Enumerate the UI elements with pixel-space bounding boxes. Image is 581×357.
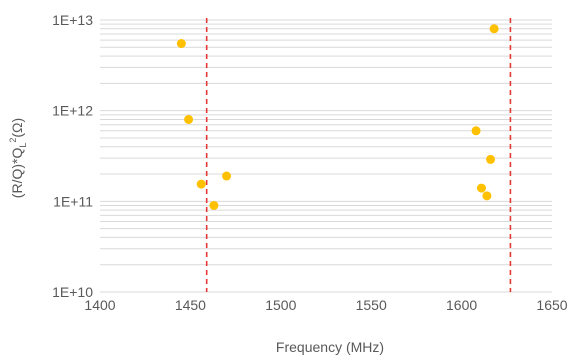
x-tick-label: 1400 [84, 297, 115, 313]
data-point [209, 200, 219, 210]
y-tick-label: 1E+13 [52, 12, 93, 28]
data-point [489, 24, 499, 34]
x-tick-label: 1500 [265, 297, 296, 313]
data-point [222, 171, 232, 181]
y-axis-title-superscript: 2 [8, 138, 18, 143]
y-axis-title-prefix: (R/Q)*Q [9, 148, 25, 199]
y-axis-title-suffix: (Ω) [9, 118, 25, 138]
x-tick-label: 1450 [175, 297, 206, 313]
data-point [184, 114, 194, 124]
grid [100, 19, 552, 293]
y-axis-tick-labels: 1E+10 1E+11 1E+12 1E+13 [52, 12, 93, 300]
y-tick-label: 1E+10 [52, 284, 93, 300]
data-point [476, 183, 486, 193]
x-axis-tick-labels: 1400 1450 1500 1550 1600 1650 [84, 297, 567, 313]
x-tick-label: 1650 [536, 297, 567, 313]
data-points [176, 24, 499, 210]
data-point [486, 154, 496, 164]
reference-lines [205, 18, 512, 292]
data-point [471, 126, 481, 136]
y-tick-label: 1E+11 [53, 193, 93, 209]
x-tick-label: 1550 [356, 297, 387, 313]
data-point [482, 191, 492, 201]
data-point [176, 39, 186, 49]
y-axis-title-subscript: L [18, 143, 28, 148]
y-axis-title: (R/Q)*QL2(Ω) [8, 118, 28, 198]
y-tick-label: 1E+12 [52, 103, 93, 119]
x-tick-label: 1600 [446, 297, 477, 313]
x-axis-title: Frequency (MHz) [276, 339, 384, 355]
data-point [196, 179, 206, 189]
